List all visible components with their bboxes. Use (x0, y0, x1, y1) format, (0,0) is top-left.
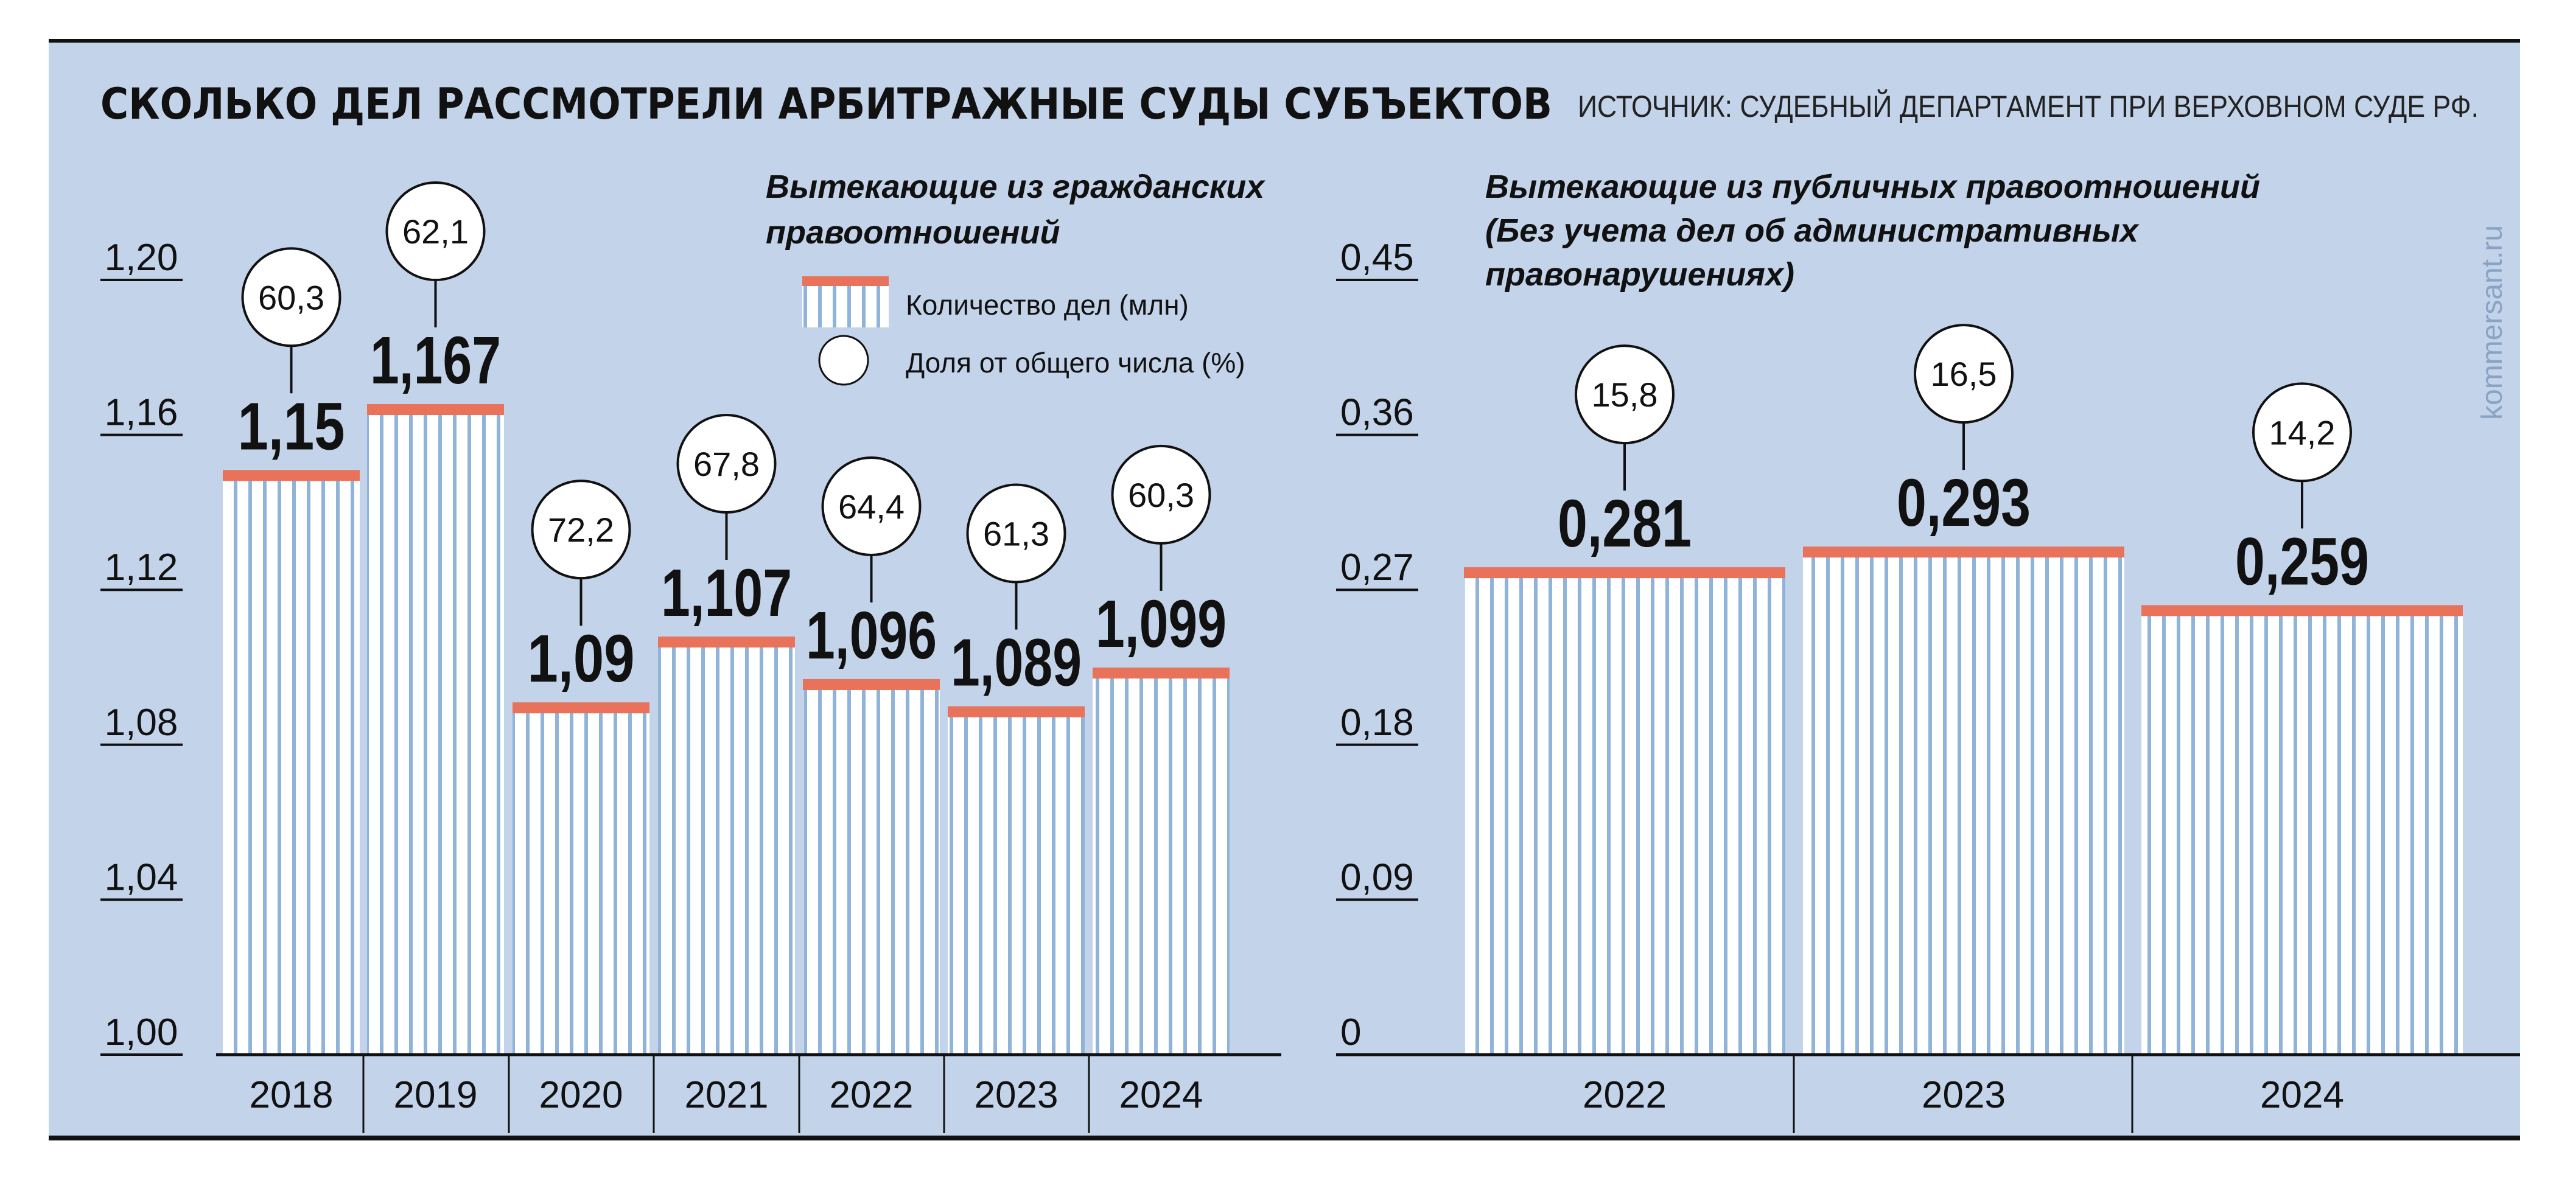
left-share-label: 64,4 (838, 487, 905, 526)
left-ytick-label: 1,08 (105, 702, 178, 744)
left-share-bubble (966, 483, 1066, 584)
left-title-line-2: правоотношений (766, 214, 1060, 251)
left-share-bubble (385, 181, 486, 282)
left-category-label: 2020 (539, 1074, 623, 1116)
right-bar-2022 (1464, 571, 1785, 1055)
left-bar-2024 (1093, 671, 1230, 1055)
right-bar-2024 (2141, 609, 2463, 1055)
left-share-label: 60,3 (258, 278, 324, 316)
left-bar-cap (1093, 667, 1230, 679)
left-ytick-label: 1,00 (105, 1011, 178, 1053)
left-ytick-label: 1,16 (105, 392, 178, 434)
left-bar-cap (803, 679, 940, 690)
left-value-label: 1,15 (238, 389, 345, 464)
left-ytick-label: 1,04 (105, 856, 178, 898)
page-title: СКОЛЬКО ДЕЛ РАССМОТРЕЛИ АРБИТРАЖНЫЕ СУДЫ… (100, 79, 1552, 129)
left-bar-2018 (223, 473, 360, 1055)
right-value-label: 0,293 (1897, 466, 2031, 540)
left-value-label: 1,096 (806, 598, 937, 673)
left-share-bubble (531, 480, 631, 580)
right-category-label: 2022 (1583, 1074, 1667, 1116)
left-category-label: 2018 (250, 1074, 334, 1116)
right-category-label: 2024 (2260, 1074, 2344, 1116)
left-bar-cap (367, 404, 504, 416)
right-ytick-label: 0,27 (1340, 546, 1414, 588)
right-share-label: 14,2 (2269, 413, 2336, 452)
left-bar-2020 (513, 706, 649, 1055)
left-share-bubble (1111, 444, 1211, 545)
left-share-label: 72,2 (548, 511, 614, 549)
left-bar-2021 (658, 640, 795, 1055)
legend-share-label: Доля от общего числа (%) (906, 347, 1245, 379)
left-share-label: 67,8 (693, 445, 760, 483)
left-bar-cap (658, 636, 795, 648)
right-ytick-label: 0,09 (1340, 856, 1414, 898)
right-value-label: 0,259 (2235, 524, 2369, 599)
left-value-label: 1,09 (528, 621, 635, 696)
left-value-label: 1,099 (1096, 587, 1227, 662)
right-value-label: 0,281 (1558, 486, 1692, 561)
left-category-label: 2022 (830, 1074, 914, 1116)
right-title-line-2: (Без учета дел об административных (1485, 212, 2140, 249)
watermark: kommersant.ru (2476, 225, 2508, 420)
legend-count-cap (802, 276, 889, 286)
left-title-line-1: Вытекающие из гражданских (766, 169, 1265, 205)
left-bar-2022 (803, 682, 940, 1055)
left-chart: 1,00 1,04 1,08 1,12 1,16 1,20 1,15 60,3 2018 1,16… (100, 181, 1281, 1133)
right-bar-cap (2141, 605, 2463, 616)
right-ytick-label: 0,18 (1340, 702, 1414, 744)
left-ytick-label: 1,12 (105, 546, 178, 588)
right-share-label: 16,5 (1931, 355, 1997, 393)
left-bar-2023 (948, 710, 1085, 1055)
left-ytick-label: 1,20 (105, 237, 178, 279)
left-value-label: 1,089 (951, 626, 1082, 700)
right-title-line-3: правонарушениях) (1485, 256, 1794, 293)
right-title-line-1: Вытекающие из публичных правоотношений (1485, 169, 2260, 205)
legend-share-icon (818, 335, 869, 386)
legend-count-swatch (802, 281, 889, 327)
legend-count-label: Количество дел (млн) (906, 289, 1189, 321)
right-ytick-label: 0 (1340, 1011, 1361, 1053)
left-bar-cap (223, 470, 360, 481)
left-share-bubble (676, 413, 777, 514)
legend: Количество дел (млн) Доля от общего числ… (802, 276, 1245, 386)
right-share-bubble (1575, 344, 1675, 445)
left-bar-cap (948, 706, 1085, 717)
right-share-label: 15,8 (1592, 375, 1658, 414)
left-bar-2019 (367, 408, 504, 1055)
right-ytick-label: 0,36 (1340, 392, 1414, 434)
left-share-bubble (241, 247, 341, 347)
left-share-label: 61,3 (983, 515, 1049, 553)
bottom-rule (49, 1136, 2520, 1140)
right-bar-cap (1464, 567, 1785, 579)
left-bar-cap (513, 702, 649, 714)
left-chart-title: Вытекающие из гражданских правоотношений (766, 169, 1273, 251)
left-share-label: 60,3 (1128, 476, 1194, 514)
left-value-label: 1,167 (370, 323, 501, 398)
right-ytick-label: 0,45 (1340, 237, 1414, 279)
left-category-label: 2019 (394, 1074, 478, 1116)
right-chart: 0 0,09 0,18 0,27 0,36 0,45 0,281 15,8 2022 0,293 1… (1336, 237, 2520, 1133)
left-value-label: 1,107 (661, 556, 792, 630)
top-rule (49, 39, 2520, 43)
right-bar-cap (1803, 546, 2124, 558)
left-category-label: 2021 (685, 1074, 769, 1116)
right-share-bubble (2252, 382, 2352, 483)
right-bar-2023 (1803, 550, 2124, 1055)
left-category-label: 2024 (1119, 1074, 1203, 1116)
left-category-label: 2023 (975, 1074, 1059, 1116)
left-share-label: 62,1 (402, 212, 469, 251)
right-category-label: 2023 (1922, 1074, 2006, 1116)
right-chart-title: Вытекающие из публичных правоотношений (Б… (1485, 169, 2260, 293)
source-note: ИСТОЧНИК: СУДЕБНЫЙ ДЕПАРТАМЕНТ ПРИ ВЕРХО… (1578, 89, 2479, 124)
left-share-bubble (821, 456, 922, 556)
right-share-bubble (1914, 324, 2014, 424)
